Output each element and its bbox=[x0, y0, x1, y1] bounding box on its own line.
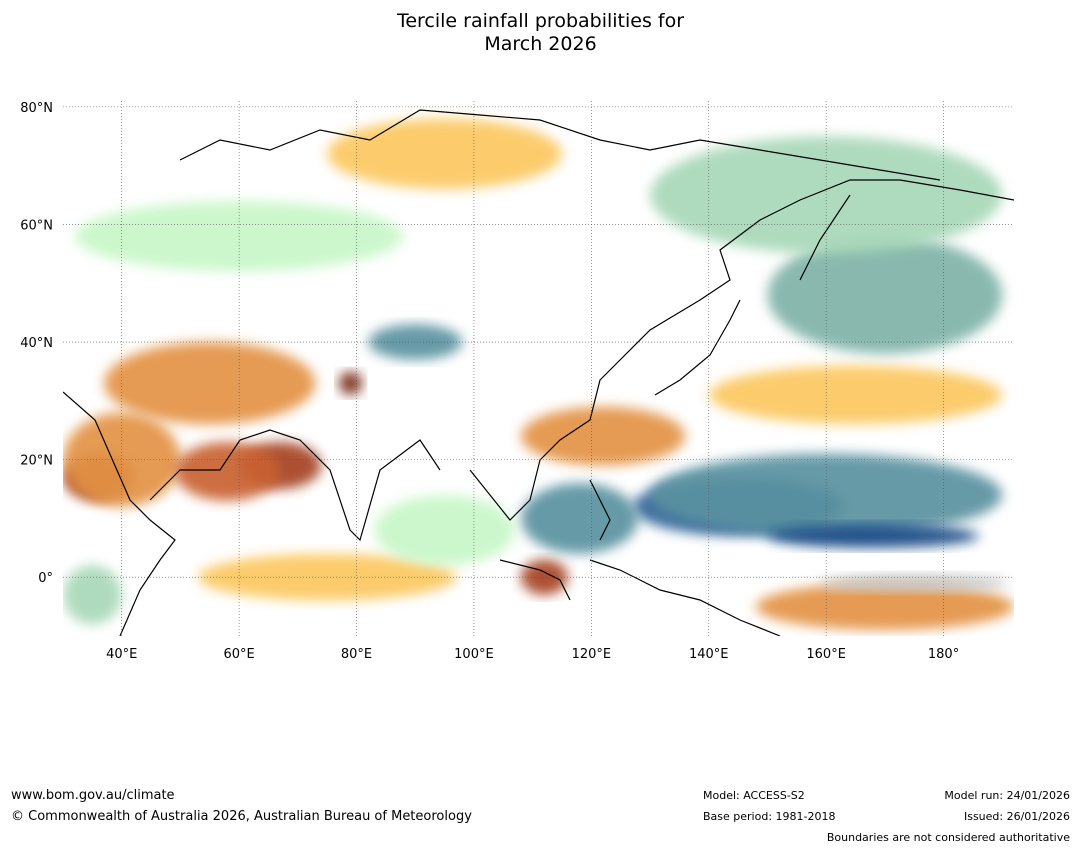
lon-tick-label: 120°E bbox=[572, 647, 612, 662]
lat-tick-label: 20°N bbox=[20, 454, 53, 469]
region-south-pacific-below bbox=[755, 583, 1014, 631]
lon-tick-label: 40°E bbox=[106, 647, 137, 662]
region-eq-pacific-above-high bbox=[767, 524, 979, 548]
region-pacific-nw-below bbox=[708, 365, 1003, 425]
coastlines bbox=[63, 109, 1014, 636]
region-arabia-below bbox=[63, 412, 181, 507]
region-himalaya-below bbox=[338, 371, 363, 395]
title-line-1: Tercile rainfall probabilities for bbox=[396, 10, 685, 32]
footer-model: Model: ACCESS-S2 bbox=[703, 789, 805, 802]
coastline-japan bbox=[654, 299, 741, 396]
chart-title: Tercile rainfall probabilities for March… bbox=[0, 10, 1081, 56]
lon-tick-label: 140°E bbox=[689, 647, 729, 662]
footer-model-run: Model run: 24/01/2026 bbox=[944, 789, 1070, 802]
footer-website[interactable]: www.bom.gov.au/climate bbox=[11, 788, 175, 803]
lon-tick-label: 100°E bbox=[454, 647, 494, 662]
footer-copyright: © Commonwealth of Australia 2026, Austra… bbox=[11, 809, 472, 824]
lat-tick-label: 40°N bbox=[20, 336, 53, 351]
footer-boundaries: Boundaries are not considered authoritat… bbox=[826, 831, 1070, 844]
lon-tick-label: 80°E bbox=[341, 647, 372, 662]
map-figure: 80°N 60°N 40°N 20°N 0° 40°E 60°E 80°E 100°E 120°E… bbox=[20, 101, 1014, 662]
lon-tick-label: 180° bbox=[928, 647, 959, 662]
coastline-africa-arabia bbox=[63, 391, 441, 636]
axis-tick-labels: 80°N 60°N 40°N 20°N 0° 40°E 60°E 80°E 100°E 120°E… bbox=[20, 101, 959, 662]
footer-base-period: Base period: 1981-2018 bbox=[703, 810, 836, 823]
gridlines bbox=[63, 101, 1014, 636]
coastline-east-asia bbox=[469, 179, 1014, 521]
coastline-maritime bbox=[499, 479, 781, 636]
coastline-kamchatka bbox=[799, 194, 851, 281]
lat-tick-label: 0° bbox=[38, 571, 53, 586]
lon-tick-label: 60°E bbox=[223, 647, 254, 662]
region-borneo-below bbox=[520, 559, 568, 595]
region-iran-below bbox=[104, 342, 316, 425]
lon-tick-label: 160°E bbox=[806, 647, 846, 662]
region-arabian-sea-below bbox=[174, 441, 281, 501]
title-line-2: March 2026 bbox=[484, 33, 597, 55]
lat-tick-label: 60°N bbox=[20, 218, 53, 233]
region-north-pacific-above bbox=[767, 236, 1003, 354]
lat-tick-label: 80°N bbox=[20, 101, 53, 116]
coastline-arctic bbox=[179, 109, 941, 181]
probability-regions bbox=[63, 118, 1014, 631]
region-seasia-above bbox=[520, 483, 639, 554]
region-indian-ocean-above bbox=[374, 494, 516, 566]
region-siberia-below bbox=[327, 118, 562, 190]
region-tibet-above bbox=[368, 324, 463, 360]
footer-issued: Issued: 26/01/2026 bbox=[963, 810, 1070, 823]
region-east-africa-above bbox=[63, 565, 122, 625]
region-china-below bbox=[520, 406, 686, 466]
region-near-pacific bbox=[820, 574, 1009, 592]
